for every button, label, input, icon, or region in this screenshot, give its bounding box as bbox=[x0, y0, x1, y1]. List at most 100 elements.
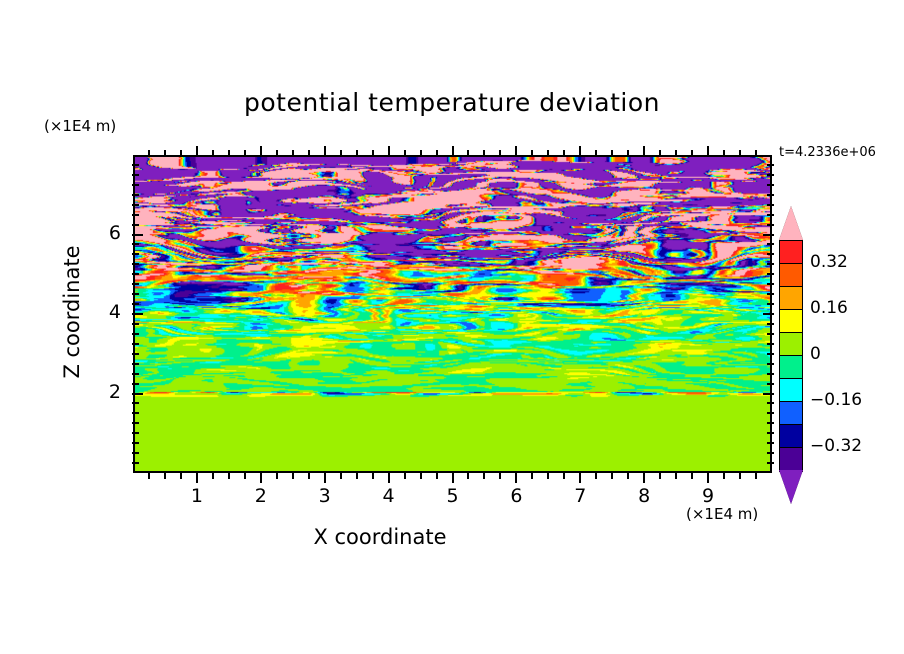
y-tick-minor bbox=[132, 412, 139, 415]
x-tick-minor-top bbox=[595, 150, 598, 157]
y-tick-label: 6 bbox=[108, 221, 121, 244]
y-tick-minor bbox=[132, 352, 139, 355]
colorbar-band bbox=[779, 424, 803, 449]
x-tick-minor-top bbox=[675, 150, 678, 157]
timestamp-annotation: t=4.2336e+06 bbox=[779, 145, 876, 160]
colorbar-band bbox=[779, 447, 803, 472]
x-tick-minor bbox=[611, 472, 614, 479]
x-tick-minor-top bbox=[739, 150, 742, 157]
colorbar-over-range-cap bbox=[779, 206, 803, 240]
y-tick-minor-right bbox=[767, 432, 774, 435]
x-tick-minor bbox=[627, 472, 630, 479]
y-tick-minor bbox=[132, 203, 139, 206]
x-tick-minor bbox=[243, 472, 246, 479]
x-tick-label: 3 bbox=[318, 485, 331, 507]
y-tick-minor-right bbox=[767, 412, 774, 415]
x-tick-label: 4 bbox=[382, 485, 395, 507]
colorbar-tick-label: 0.16 bbox=[810, 298, 848, 318]
y-tick-minor bbox=[132, 283, 139, 286]
x-tick-minor-top bbox=[275, 150, 278, 157]
y-tick-minor bbox=[132, 422, 139, 425]
x-tick-minor-top bbox=[243, 150, 246, 157]
x-tick-minor-top bbox=[307, 150, 310, 157]
x-tick-minor bbox=[291, 472, 294, 479]
y-tick-minor bbox=[132, 193, 139, 196]
x-tick-minor-top bbox=[627, 150, 630, 157]
contour-plot-area bbox=[133, 155, 772, 473]
y-tick-minor-right bbox=[767, 322, 774, 325]
x-tick-minor bbox=[403, 472, 406, 479]
x-tick-minor bbox=[675, 472, 678, 479]
y-tick-minor-right bbox=[767, 352, 774, 355]
y-axis-unit-label: (×1E4 m) bbox=[44, 117, 117, 135]
x-tick-minor-top bbox=[211, 150, 214, 157]
colorbar-band bbox=[779, 378, 803, 403]
y-tick-minor-right bbox=[767, 213, 774, 216]
x-tick-minor-top bbox=[467, 150, 470, 157]
x-tick-label: 7 bbox=[574, 485, 587, 507]
x-tick-minor bbox=[163, 472, 166, 479]
x-tick-minor bbox=[739, 472, 742, 479]
y-tick-label: 4 bbox=[108, 301, 121, 323]
x-tick-label: 1 bbox=[190, 485, 203, 507]
x-tick-minor bbox=[355, 472, 358, 479]
y-tick-minor-right bbox=[767, 193, 774, 196]
x-tick-minor-top bbox=[499, 150, 502, 157]
x-tick-minor-top bbox=[755, 150, 758, 157]
colorbar-tick-label: −0.16 bbox=[810, 390, 863, 410]
x-tick-label: 9 bbox=[702, 485, 715, 507]
x-tick-minor bbox=[371, 472, 374, 479]
x-tick-minor-top bbox=[163, 150, 166, 157]
x-tick-minor-top bbox=[435, 150, 438, 157]
y-tick-minor-right bbox=[767, 452, 774, 455]
colorbar-band bbox=[779, 286, 803, 311]
y-tick-minor-right bbox=[767, 263, 774, 266]
x-tick-minor-top bbox=[339, 150, 342, 157]
y-tick-minor-right bbox=[767, 332, 774, 335]
y-tick-minor bbox=[132, 432, 139, 435]
y-tick-minor-right bbox=[767, 243, 774, 246]
x-tick-minor bbox=[467, 472, 470, 479]
y-tick-minor-right bbox=[767, 342, 774, 345]
x-tick-minor-top bbox=[563, 150, 566, 157]
y-tick-minor bbox=[132, 402, 139, 405]
x-tick-minor bbox=[483, 472, 486, 479]
x-tick-minor-top bbox=[179, 150, 182, 157]
y-tick-major bbox=[132, 313, 143, 315]
x-tick-minor bbox=[659, 472, 662, 479]
x-tick-major bbox=[451, 472, 454, 483]
colorbar-band bbox=[779, 309, 803, 334]
y-tick-major-right bbox=[763, 392, 774, 395]
x-tick-major-top bbox=[195, 146, 198, 157]
x-tick-major-top bbox=[259, 146, 262, 157]
y-tick-minor-right bbox=[767, 253, 774, 256]
y-tick-minor-right bbox=[767, 442, 774, 445]
y-tick-minor bbox=[132, 442, 139, 445]
y-tick-minor bbox=[132, 173, 139, 176]
y-tick-minor-right bbox=[767, 382, 774, 385]
x-tick-major bbox=[323, 472, 326, 483]
x-tick-minor-top bbox=[227, 150, 230, 157]
x-tick-major bbox=[579, 472, 582, 483]
x-tick-major-top bbox=[643, 146, 646, 157]
y-tick-minor-right bbox=[767, 203, 774, 206]
x-tick-minor-top bbox=[147, 150, 150, 157]
y-tick-minor-right bbox=[767, 422, 774, 425]
y-tick-minor bbox=[132, 362, 139, 365]
x-tick-minor-top bbox=[723, 150, 726, 157]
x-tick-minor bbox=[595, 472, 598, 479]
y-tick-minor bbox=[132, 183, 139, 186]
x-tick-major-top bbox=[387, 146, 390, 157]
x-tick-major bbox=[195, 472, 198, 483]
colorbar: 0.32 0.16 0 −0.16 −0.32 bbox=[777, 204, 862, 508]
x-tick-minor bbox=[531, 472, 534, 479]
x-tick-minor bbox=[179, 472, 182, 479]
y-tick-major bbox=[132, 233, 143, 236]
contour-field-canvas bbox=[135, 157, 770, 471]
x-tick-major-top bbox=[323, 146, 326, 157]
x-tick-minor-top bbox=[483, 150, 486, 157]
colorbar-band bbox=[779, 263, 803, 288]
colorbar-band bbox=[779, 355, 803, 380]
y-tick-minor bbox=[132, 332, 139, 335]
y-tick-minor bbox=[132, 382, 139, 385]
